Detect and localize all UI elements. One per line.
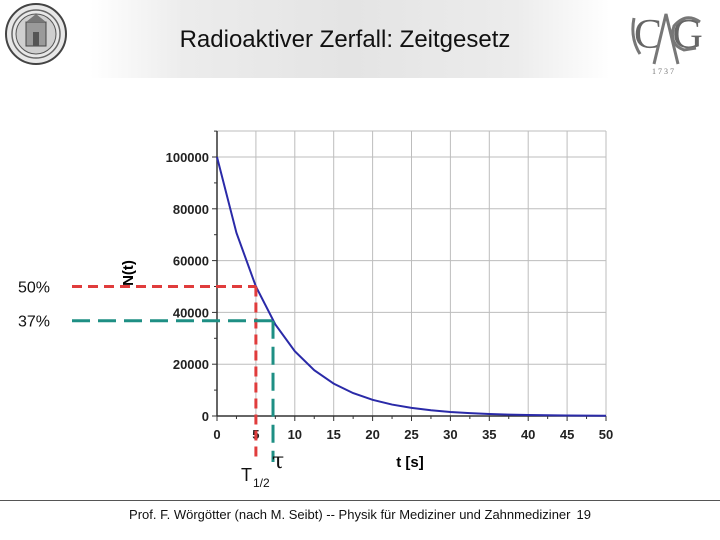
y-tick-label: 40000: [173, 305, 209, 320]
chart-grid: [216, 130, 607, 417]
y-tick-label: 0: [202, 409, 209, 424]
university-seal-icon: [5, 3, 67, 65]
y-tick-label: 100000: [166, 150, 209, 165]
x-tick-label: 15: [326, 427, 340, 442]
x-axis-label: t [s]: [396, 454, 424, 471]
chart-ticks: 0510152025303540455002000040000600008000…: [166, 130, 613, 442]
annotation-label: 50%: [18, 280, 50, 297]
x-tick-label: 30: [443, 427, 457, 442]
x-tick-label: 50: [599, 427, 613, 442]
decay-chart: 0510152025303540455002000040000600008000…: [18, 130, 613, 491]
x-tick-label: 35: [482, 427, 496, 442]
x-tick-label: 40: [521, 427, 535, 442]
y-tick-label: 60000: [173, 254, 209, 269]
half-life-subscript: 1/2: [253, 476, 270, 490]
x-tick-label: 25: [404, 427, 418, 442]
y-axis-label: N(t): [120, 260, 137, 286]
title-background: [90, 0, 610, 78]
x-tick-label: 20: [365, 427, 379, 442]
y-tick-label: 80000: [173, 202, 209, 217]
institute-monogram-icon: C G A 1 7 3 7: [631, 12, 706, 76]
y-tick-label: 20000: [173, 357, 209, 372]
half-life-label: T: [241, 465, 252, 485]
x-tick-label: 0: [213, 427, 220, 442]
logo-year: 1 7 3 7: [652, 67, 674, 76]
decay-curve: [216, 156, 607, 417]
tau-label: τ: [272, 449, 284, 474]
footer-text: Prof. F. Wörgötter (nach M. Seibt) -- Ph…: [129, 507, 571, 522]
x-tick-label: 10: [288, 427, 302, 442]
chart-annotations: 50% T 1/2 37% τ: [18, 280, 284, 491]
page-number: 19: [576, 507, 591, 522]
slide-title: Radioaktiver Zerfall: Zeitgesetz: [179, 26, 511, 53]
x-tick-label: 45: [560, 427, 574, 442]
annotation-label: 37%: [18, 314, 50, 331]
footer: Prof. F. Wörgötter (nach M. Seibt) -- Ph…: [0, 507, 720, 522]
footer-divider: [0, 500, 720, 501]
